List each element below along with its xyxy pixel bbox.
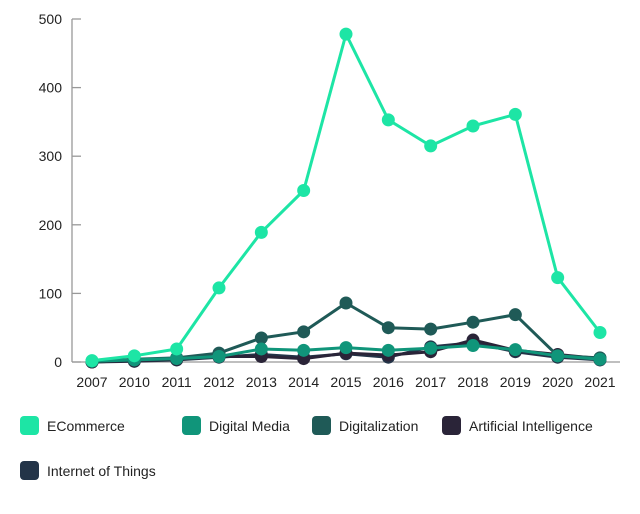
y-tick-label: 0	[54, 354, 62, 370]
y-tick-label: 100	[39, 285, 63, 301]
data-point-digital-media	[254, 342, 268, 356]
data-point-ecommerce	[593, 326, 607, 340]
x-tick-label: 2020	[542, 374, 573, 390]
legend-item-digitalization: Digitalization	[312, 416, 418, 435]
data-point-ecommerce	[466, 119, 480, 133]
legend-swatch-digital-media	[182, 416, 201, 435]
data-point-digitalization	[508, 308, 522, 322]
x-tick-label: 2012	[203, 374, 234, 390]
data-point-ecommerce	[339, 27, 353, 41]
x-tick-label: 2007	[76, 374, 107, 390]
data-point-digital-media	[508, 343, 522, 357]
y-tick-label: 400	[39, 80, 63, 96]
data-point-digital-media	[212, 350, 226, 364]
data-point-ecommerce	[424, 139, 438, 153]
x-tick-label: 2018	[457, 374, 488, 390]
legend-item-digital-media: Digital Media	[182, 416, 290, 435]
data-point-ecommerce	[212, 281, 226, 295]
legend-swatch-digitalization	[312, 416, 331, 435]
data-point-ecommerce	[508, 107, 522, 121]
data-point-digital-media	[170, 352, 184, 366]
x-axis: 2007 2010 2011 2012 2013 2014 2015 2016 2017 2018…	[72, 361, 620, 390]
x-tick-label: 2014	[288, 374, 319, 390]
x-tick-label: 2016	[373, 374, 404, 390]
x-tick-label: 2011	[162, 374, 192, 390]
x-tick-label: 2015	[330, 374, 361, 390]
data-point-ecommerce	[551, 271, 565, 285]
y-tick-label: 300	[39, 148, 63, 164]
x-tick-label: 2017	[415, 374, 446, 390]
x-tick-label: 2019	[500, 374, 531, 390]
legend-label: ECommerce	[47, 417, 125, 434]
data-point-digitalization	[466, 315, 480, 329]
data-point-digitalization	[339, 296, 353, 310]
data-point-ecommerce	[254, 225, 268, 239]
data-point-digitalization	[381, 321, 395, 335]
data-point-digital-media	[593, 352, 607, 366]
legend-item-ecommerce: ECommerce	[20, 416, 125, 435]
data-point-digital-media	[297, 343, 311, 357]
data-point-digital-media	[466, 339, 480, 353]
data-point-digital-media	[424, 341, 438, 355]
y-tick-label: 500	[39, 11, 63, 27]
legend: ECommerce Digital Media Digitalization A…	[0, 400, 640, 514]
series-layer	[85, 27, 607, 369]
legend-label: Digitalization	[339, 417, 419, 434]
data-point-digitalization	[297, 325, 311, 339]
data-point-digital-media	[339, 341, 353, 355]
legend-label: Artificial Intelligence	[469, 417, 593, 434]
data-point-ecommerce	[297, 184, 311, 197]
x-tick-label: 2010	[119, 374, 150, 390]
data-point-ecommerce	[85, 354, 99, 368]
legend-item-internet-of-things: Internet of Things	[20, 461, 156, 480]
x-tick-label: 2013	[246, 374, 277, 390]
data-point-ecommerce	[170, 342, 184, 356]
legend-item-artificial-intelligence: Artificial Intelligence	[442, 416, 593, 435]
legend-swatch-internet-of-things	[20, 461, 39, 480]
legend-label: Digital Media	[209, 417, 290, 434]
data-point-digitalization	[254, 331, 268, 345]
line-chart: 0 100 200 300 400 500 2007 2010 2011 2012 2013 201…	[39, 11, 620, 390]
legend-swatch-ecommerce	[20, 416, 39, 435]
data-point-digital-media	[551, 349, 565, 363]
series-digital-media	[85, 339, 607, 368]
legend-label: Internet of Things	[47, 462, 156, 479]
data-point-ecommerce	[127, 349, 141, 363]
data-point-digitalization	[424, 322, 438, 336]
series-line-ecommerce	[91, 32, 602, 363]
series-ecommerce	[85, 27, 607, 368]
legend-swatch-artificial-intelligence	[442, 416, 461, 435]
data-point-ecommerce	[381, 113, 395, 127]
y-axis: 0 100 200 300 400 500	[39, 11, 81, 370]
data-point-digital-media	[381, 343, 395, 357]
x-tick-label: 2021	[584, 374, 615, 390]
y-tick-label: 200	[39, 217, 63, 233]
